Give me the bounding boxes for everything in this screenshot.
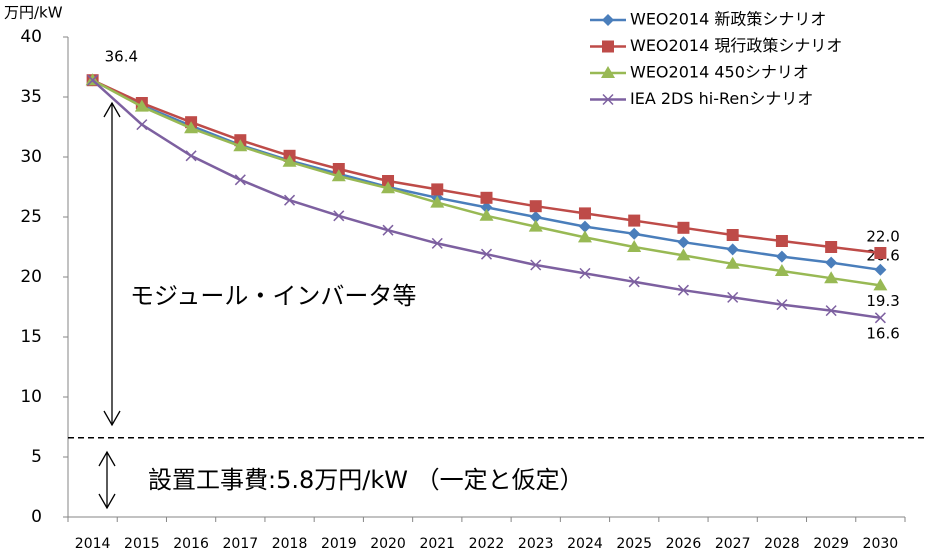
- x-tick-label: 2024: [567, 536, 603, 552]
- x-tick-label: 2025: [616, 536, 652, 552]
- marker: [480, 191, 493, 204]
- marker: [775, 235, 788, 247]
- marker: [627, 240, 642, 252]
- marker: [578, 220, 591, 233]
- marker: [825, 256, 838, 269]
- x-tick-label: 2019: [321, 536, 357, 552]
- x-tick-label: 2021: [419, 536, 455, 552]
- marker: [579, 267, 591, 279]
- marker: [677, 284, 689, 296]
- data-label: 36.4: [105, 48, 138, 66]
- marker: [431, 183, 444, 196]
- marker: [382, 224, 394, 236]
- marker: [87, 74, 99, 86]
- legend-label: WEO2014 現行政策シナリオ: [630, 36, 842, 55]
- series-line: [92, 79, 881, 272]
- y-axis-label: 万円/kW: [4, 4, 63, 22]
- x-tick-label: 2029: [813, 536, 849, 552]
- y-tick-label: 25: [20, 207, 42, 227]
- y-tick-label: 10: [20, 387, 42, 407]
- marker: [874, 247, 887, 259]
- data-label: 16.6: [866, 324, 899, 342]
- marker: [825, 241, 838, 253]
- marker: [676, 248, 691, 261]
- x-tick-label: 2030: [863, 536, 899, 552]
- marker: [775, 250, 788, 263]
- marker: [185, 150, 197, 162]
- x-tick-label: 2018: [272, 536, 308, 552]
- marker: [136, 119, 148, 131]
- y-tick-label: 5: [31, 447, 42, 467]
- annotation: 設置工事費:5.8万円/kW （一定と仮定）: [148, 466, 584, 494]
- y-tick-label: 30: [20, 147, 42, 167]
- marker: [530, 259, 542, 271]
- marker: [727, 291, 739, 303]
- marker: [529, 211, 542, 223]
- marker: [578, 207, 591, 220]
- x-tick-label: 2023: [518, 536, 554, 552]
- marker: [824, 271, 839, 284]
- marker: [529, 200, 542, 213]
- marker: [282, 154, 297, 167]
- arrows: [98, 101, 121, 510]
- marker: [602, 40, 614, 53]
- x-tick-label: 2015: [124, 536, 160, 552]
- marker: [726, 243, 739, 256]
- marker: [528, 219, 543, 232]
- marker: [331, 169, 346, 182]
- marker: [184, 121, 199, 134]
- x-tick-label: 2026: [666, 536, 702, 552]
- marker: [601, 66, 615, 78]
- legend-label: WEO2014 新政策シナリオ: [630, 10, 826, 29]
- x-tick-label: 2028: [764, 536, 800, 552]
- y-tick-label: 20: [20, 267, 42, 287]
- y-tick-label: 0: [31, 507, 42, 527]
- data-label: 22.0: [866, 228, 899, 246]
- marker: [874, 312, 886, 324]
- x-tick-label: 2016: [173, 536, 209, 552]
- marker: [825, 305, 837, 317]
- marker: [233, 139, 248, 152]
- data-label: 19.3: [866, 292, 899, 310]
- x-tick-label: 2027: [715, 536, 751, 552]
- marker: [480, 201, 493, 214]
- marker: [479, 208, 494, 221]
- marker: [873, 278, 888, 291]
- marker: [480, 248, 493, 260]
- marker: [774, 264, 789, 276]
- x-tick-label: 2022: [469, 536, 505, 552]
- marker: [628, 227, 641, 240]
- marker: [382, 175, 395, 187]
- y-tick-label: 15: [20, 327, 42, 347]
- marker: [874, 263, 887, 276]
- x-tick-label: 2014: [75, 536, 111, 552]
- marker: [726, 229, 739, 241]
- marker: [628, 276, 640, 288]
- marker: [430, 195, 445, 208]
- marker: [677, 221, 690, 234]
- x-tick-label: 2017: [223, 536, 259, 552]
- x-tick-label: 2020: [370, 536, 406, 552]
- marker: [381, 181, 396, 194]
- marker: [284, 194, 296, 206]
- marker: [602, 14, 614, 26]
- marker: [677, 236, 690, 249]
- marker: [577, 230, 592, 243]
- annotation: モジュール・インバータ等: [130, 282, 416, 310]
- marker: [628, 214, 641, 227]
- legend-label: IEA 2DS hi-Renシナリオ: [630, 89, 813, 108]
- marker: [332, 163, 345, 175]
- marker: [333, 210, 345, 222]
- marker: [602, 93, 614, 106]
- y-tick-label: 35: [20, 87, 42, 107]
- marker: [134, 99, 149, 112]
- marker: [725, 256, 740, 269]
- marker: [776, 299, 788, 311]
- legend-label: WEO2014 450シナリオ: [630, 63, 809, 82]
- y-tick-label: 40: [20, 27, 42, 47]
- marker: [234, 174, 246, 186]
- marker: [431, 237, 443, 249]
